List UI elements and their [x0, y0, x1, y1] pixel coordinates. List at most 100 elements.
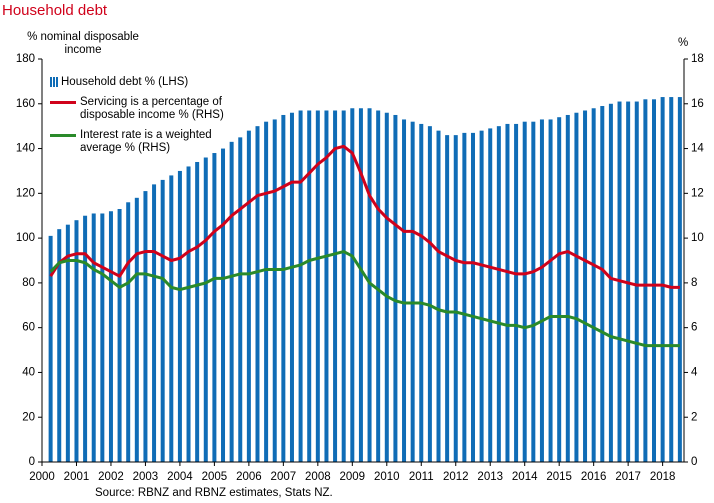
bar — [660, 97, 665, 463]
x-tick-label: 2009 — [340, 471, 366, 483]
x-tick-label: 2015 — [546, 471, 572, 483]
y-tick-label: 20 — [22, 411, 35, 423]
y2-tick-label: 12 — [691, 187, 704, 199]
y-tick-label: 80 — [22, 277, 35, 289]
legend-item: Interest rate is a weighted average % (R… — [50, 129, 250, 155]
bar — [436, 130, 441, 462]
y-tick-label: 160 — [16, 98, 35, 110]
line — [49, 250, 680, 348]
bar — [531, 121, 536, 462]
bar — [281, 114, 286, 462]
bar — [574, 112, 579, 462]
bar — [419, 123, 424, 462]
bar — [143, 191, 148, 462]
x-tick-label: 2006 — [236, 471, 262, 483]
line — [49, 144, 680, 289]
bar — [505, 123, 510, 462]
legend-swatch — [50, 77, 58, 87]
bar — [427, 126, 432, 463]
y-tick-label: 0 — [29, 456, 35, 468]
bar — [289, 112, 294, 462]
legend-item: Servicing is a percentage of disposable … — [50, 96, 250, 122]
y2-tick-label: 16 — [691, 98, 704, 110]
bar — [445, 135, 450, 462]
x-tick-label: 2017 — [615, 471, 641, 483]
bar — [203, 157, 208, 462]
bar — [634, 101, 639, 463]
bar — [108, 211, 113, 462]
bar — [522, 121, 527, 462]
x-tick-label: 2014 — [512, 471, 538, 483]
bar — [177, 170, 182, 462]
bar — [65, 224, 70, 462]
x-tick-label: 2000 — [29, 471, 55, 483]
bar — [402, 119, 407, 462]
bar — [169, 175, 174, 462]
legend-label: Household debt % (LHS) — [61, 76, 189, 88]
y2-tick-label: 18 — [691, 53, 704, 65]
bar — [557, 117, 562, 462]
bar — [479, 130, 484, 462]
x-tick-label: 2016 — [581, 471, 607, 483]
bar — [74, 220, 79, 462]
bar — [539, 119, 544, 462]
bar — [298, 110, 303, 462]
chart-title: Household debt — [2, 2, 108, 19]
bar — [393, 114, 398, 462]
y2-tick-label: 0 — [691, 456, 697, 468]
x-tick-label: 2002 — [98, 471, 124, 483]
x-tick-label: 2018 — [650, 471, 676, 483]
y-tick-label: 140 — [16, 143, 35, 155]
bar — [212, 153, 217, 463]
y-tick-label: 60 — [22, 322, 35, 334]
bar — [57, 229, 62, 462]
bar — [264, 121, 269, 462]
x-tick-label: 2003 — [133, 471, 159, 483]
bar — [186, 166, 191, 462]
bar — [565, 114, 570, 462]
x-tick-label: 2005 — [202, 471, 228, 483]
y2-tick-label: 10 — [691, 232, 704, 244]
bar — [341, 110, 346, 462]
x-tick-label: 2008 — [305, 471, 331, 483]
bar — [272, 119, 277, 462]
bar — [488, 128, 493, 462]
bar — [246, 130, 251, 462]
legend-label: Interest rate is a weighted average % (R… — [80, 129, 212, 154]
y2-tick-label: 8 — [691, 277, 697, 289]
y2-tick-label: 4 — [691, 366, 698, 378]
bar — [117, 209, 122, 462]
y2-tick-label: 14 — [691, 143, 704, 155]
bar — [229, 141, 234, 463]
bar — [307, 110, 312, 462]
x-tick-label: 2011 — [409, 471, 434, 483]
bar — [608, 103, 613, 463]
bar — [48, 235, 53, 462]
bar — [470, 132, 475, 462]
bar — [643, 99, 648, 463]
bar — [669, 97, 674, 463]
legend-label: Servicing is a percentage of disposable … — [80, 96, 224, 121]
x-tick-label: 2010 — [374, 471, 400, 483]
bar — [126, 202, 131, 463]
bar — [100, 213, 105, 462]
x-tick-label: 2013 — [477, 471, 503, 483]
bar — [83, 215, 88, 462]
bar — [462, 132, 467, 462]
bar — [496, 126, 501, 463]
bar — [134, 197, 139, 463]
legend-swatch — [50, 134, 76, 137]
bar — [591, 108, 596, 462]
x-tick-label: 2007 — [271, 471, 297, 483]
bar — [410, 121, 415, 462]
x-tick-label: 2012 — [443, 471, 469, 483]
bar — [152, 184, 157, 462]
y-axis-label: % nominal disposable income — [27, 31, 139, 56]
source: Source: RBNZ and RBNZ estimates, Stats N… — [95, 487, 333, 499]
bar — [514, 123, 519, 462]
bar — [160, 179, 165, 462]
y-tick-label: 180 — [16, 53, 35, 65]
bar — [350, 108, 355, 462]
y2-tick-label: 6 — [691, 322, 697, 334]
y2-axis-label: % — [678, 37, 689, 49]
